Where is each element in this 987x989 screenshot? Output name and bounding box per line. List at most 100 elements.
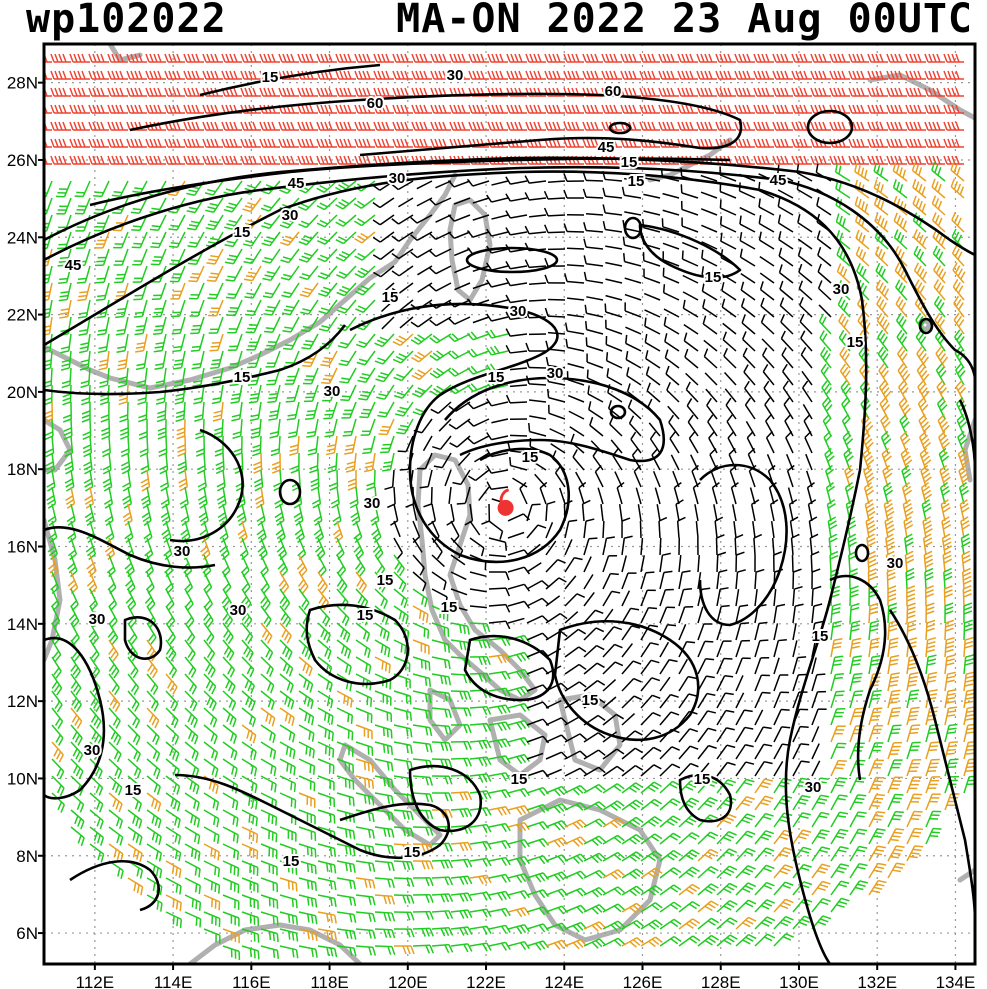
wind-barb xyxy=(664,349,680,369)
wind-barb xyxy=(416,180,433,190)
wind-barb xyxy=(529,214,547,218)
wind-barb xyxy=(602,220,623,233)
wind-barb xyxy=(563,104,584,114)
wind-barb xyxy=(734,155,755,165)
wind-barb xyxy=(912,195,927,216)
wind-barb xyxy=(472,197,490,204)
wind-barb xyxy=(392,121,413,131)
wind-barb xyxy=(145,155,166,165)
wind-barb xyxy=(411,384,433,398)
wind-barb xyxy=(839,346,851,369)
wind-barb xyxy=(875,279,890,301)
wind-barb xyxy=(157,418,167,440)
wind-barb xyxy=(95,265,110,284)
wind-barb xyxy=(658,53,679,63)
wind-barb xyxy=(77,282,91,302)
wind-barb xyxy=(734,53,755,63)
wind-barb xyxy=(639,121,660,131)
wind-barb xyxy=(55,180,72,198)
wind-barb xyxy=(936,396,948,420)
wind-barb xyxy=(297,121,318,131)
wind-barb xyxy=(873,196,889,216)
wind-barb xyxy=(624,277,642,284)
wind-barb xyxy=(782,380,794,403)
wind-barb xyxy=(336,282,357,297)
wind-barb xyxy=(107,138,128,148)
wind-barb xyxy=(740,298,756,318)
contour-label: 15 xyxy=(262,69,279,86)
wind-barb xyxy=(740,272,756,284)
wind-barb xyxy=(392,70,413,80)
wind-barb xyxy=(620,70,641,80)
wind-barb xyxy=(287,418,300,439)
wind-barb xyxy=(278,155,299,165)
wind-barb xyxy=(183,155,204,165)
contour-label: 60 xyxy=(605,83,622,100)
wind-barb xyxy=(74,197,91,215)
wind-barb xyxy=(265,350,281,368)
wind-barb xyxy=(658,121,679,131)
wind-barb xyxy=(486,262,509,271)
wind-barb xyxy=(943,138,964,148)
wind-barb xyxy=(59,299,72,319)
wind-barb xyxy=(62,401,72,423)
wind-barb xyxy=(396,418,414,435)
wind-barb xyxy=(719,199,737,216)
wind-barb xyxy=(739,206,756,216)
wind-barb xyxy=(298,214,319,229)
wind-barb xyxy=(354,121,375,131)
wind-barb xyxy=(950,178,965,199)
wind-barb xyxy=(281,299,300,316)
wind-barb xyxy=(548,404,566,420)
wind-barb xyxy=(98,350,110,371)
wind-barb xyxy=(566,247,585,250)
wind-barb xyxy=(529,415,547,420)
contour-label: 15 xyxy=(847,334,864,351)
wind-barb xyxy=(848,87,869,97)
contour-label: 45 xyxy=(65,257,82,274)
wind-barb xyxy=(95,282,110,301)
wind-barb xyxy=(892,179,908,199)
wind-barb xyxy=(354,265,376,279)
wind-barb xyxy=(372,197,395,209)
wind-barb xyxy=(772,53,793,63)
wind-barb xyxy=(69,70,90,80)
wind-barb xyxy=(744,397,756,420)
wind-barb xyxy=(448,350,471,360)
wind-barb xyxy=(391,248,414,260)
wind-barb xyxy=(877,329,889,352)
wind-barb xyxy=(701,224,718,233)
wind-barb xyxy=(56,197,72,215)
wind-barb xyxy=(701,241,718,250)
lon-tick-label: 132E xyxy=(857,973,897,989)
wind-barb xyxy=(696,53,717,63)
lat-tick-label: 12N xyxy=(7,692,38,711)
wind-barb xyxy=(818,313,832,335)
contour-label: 30 xyxy=(887,555,904,572)
wind-barb xyxy=(211,384,224,405)
wind-barb xyxy=(429,367,452,379)
wind-barb xyxy=(873,162,889,182)
wind-barb xyxy=(242,197,262,213)
wind-barb xyxy=(563,189,585,199)
wind-barb xyxy=(601,53,622,63)
wind-barb xyxy=(834,163,851,182)
wind-barb xyxy=(88,53,109,63)
wind-barb xyxy=(58,282,72,302)
wind-barb xyxy=(126,70,147,80)
wind-barb xyxy=(642,252,661,267)
wind-barb xyxy=(278,121,299,131)
lon-tick-label: 126E xyxy=(623,973,663,989)
wind-barb xyxy=(338,350,357,367)
wind-barb xyxy=(895,312,908,335)
wind-barb xyxy=(335,155,356,165)
wind-barb xyxy=(943,70,964,80)
wind-barb xyxy=(662,267,680,284)
wind-barb xyxy=(905,138,926,148)
wind-barb xyxy=(150,248,167,266)
contour-label: 15 xyxy=(812,628,829,645)
wind-barb xyxy=(183,70,204,80)
wind-barb xyxy=(225,282,243,300)
wind-barb xyxy=(354,104,375,114)
wind-barb xyxy=(780,330,794,352)
